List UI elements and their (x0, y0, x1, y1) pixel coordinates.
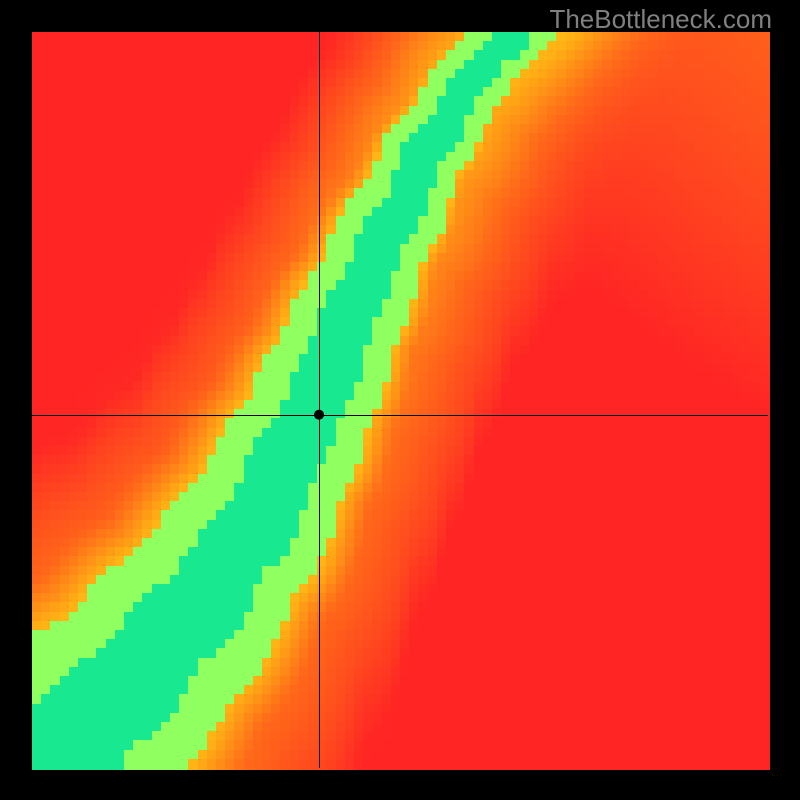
watermark-text: TheBottleneck.com (549, 4, 772, 35)
bottleneck-heatmap (0, 0, 800, 800)
chart-container: TheBottleneck.com (0, 0, 800, 800)
